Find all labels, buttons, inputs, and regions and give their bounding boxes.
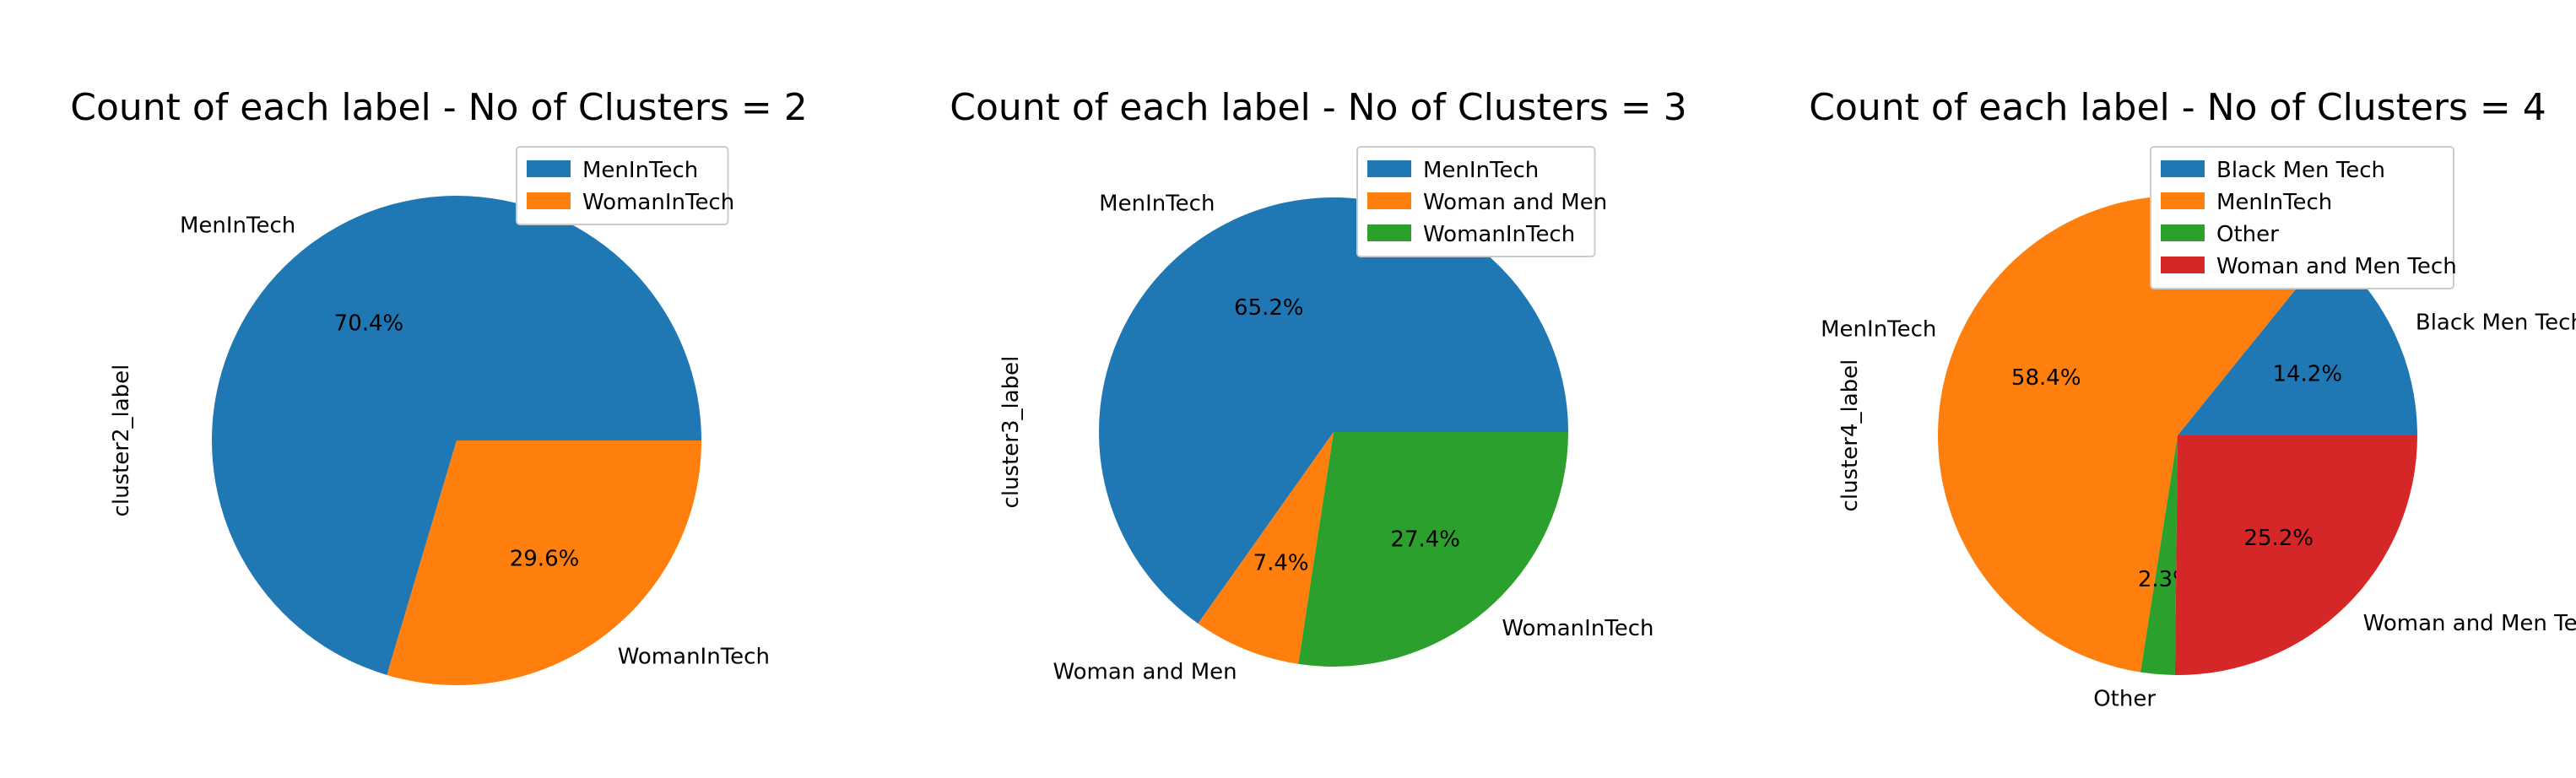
legend-frame bbox=[1356, 146, 1596, 257]
slice-label: Other bbox=[2093, 686, 2156, 711]
legend-entry: WomanInTech bbox=[1423, 222, 1575, 247]
legend-swatch-womanintech bbox=[1367, 224, 1411, 241]
slice-percent-label: 58.4% bbox=[2011, 365, 2081, 391]
slice-label: MenInTech bbox=[180, 213, 295, 238]
pie-chart-3: Count of each label - No of Clusters = 4… bbox=[1809, 86, 2576, 711]
slice-label: WomanInTech bbox=[618, 645, 770, 670]
chart-title: Count of each label - No of Clusters = 3 bbox=[950, 86, 1687, 129]
slice-label: Woman and Men Tech bbox=[2363, 611, 2576, 636]
slice-label: WomanInTech bbox=[1502, 616, 1653, 641]
slice-percent-label: 27.4% bbox=[1390, 527, 1460, 552]
pie-chart-1: Count of each label - No of Clusters = 2… bbox=[70, 86, 808, 685]
legend-swatch-woman-and-men-tech bbox=[2161, 257, 2205, 273]
legend-swatch-menintech bbox=[527, 160, 571, 177]
legend: MenInTech WomanInTech bbox=[516, 146, 734, 225]
y-axis-label: cluster3_label bbox=[998, 356, 1024, 509]
legend-entry: MenInTech bbox=[2216, 190, 2332, 215]
slice-label: MenInTech bbox=[1821, 316, 1936, 342]
legend-entry: MenInTech bbox=[582, 158, 698, 183]
pie-chart-2: Count of each label - No of Clusters = 3… bbox=[950, 86, 1687, 685]
pie-slice-black-men-tech bbox=[2178, 249, 2417, 435]
legend-swatch-menintech bbox=[1367, 160, 1411, 177]
legend-swatch-woman-and-men bbox=[1367, 192, 1411, 209]
legend: Black Men Tech MenInTech Other Woman and Me… bbox=[2150, 146, 2457, 289]
pie-slice-woman-and-men bbox=[1198, 432, 1334, 664]
slice-label: Woman and Men bbox=[1053, 660, 1237, 685]
pie-slice-womanintech bbox=[1298, 432, 1569, 667]
slice-percent-label: 25.2% bbox=[2244, 526, 2314, 551]
chart-title: Count of each label - No of Clusters = 4 bbox=[1809, 86, 2546, 129]
legend-frame bbox=[2150, 146, 2454, 289]
chart-title: Count of each label - No of Clusters = 2 bbox=[70, 86, 808, 129]
legend-entry: Woman and Men bbox=[1423, 190, 1607, 215]
legend-entry: WomanInTech bbox=[582, 190, 734, 215]
legend-entry: Black Men Tech bbox=[2216, 158, 2385, 183]
legend-swatch-womanintech bbox=[527, 192, 571, 209]
slice-label: MenInTech bbox=[1099, 191, 1215, 216]
slice-label: Black Men Tech bbox=[2416, 310, 2576, 335]
legend-entry: Woman and Men Tech bbox=[2216, 254, 2457, 279]
slice-percent-label: 14.2% bbox=[2272, 362, 2342, 387]
slice-percent-label: 29.6% bbox=[510, 546, 580, 571]
y-axis-label: cluster2_label bbox=[109, 365, 134, 517]
legend-swatch-black-men-tech bbox=[2161, 160, 2205, 177]
slice-percent-label: 7.4% bbox=[1253, 551, 1309, 576]
y-axis-label: cluster4_label bbox=[1837, 359, 1863, 512]
pie-slice-menintech bbox=[1099, 197, 1569, 624]
legend-entry: Other bbox=[2216, 222, 2279, 247]
legend-swatch-menintech bbox=[2161, 192, 2205, 209]
pie-slice-menintech bbox=[1938, 196, 2329, 673]
pie-slice-menintech bbox=[212, 195, 702, 675]
legend: MenInTech Woman and Men WomanInTech bbox=[1356, 146, 1607, 257]
pie-slice-woman-and-men-tech bbox=[2174, 435, 2417, 675]
legend-entry: MenInTech bbox=[1423, 158, 1539, 183]
pie-slice-other bbox=[2140, 435, 2178, 675]
pie-slice-womanintech bbox=[387, 440, 701, 685]
slice-percent-label: 65.2% bbox=[1234, 295, 1304, 321]
slice-percent-label: 70.4% bbox=[334, 311, 404, 337]
legend-swatch-other bbox=[2161, 224, 2205, 241]
